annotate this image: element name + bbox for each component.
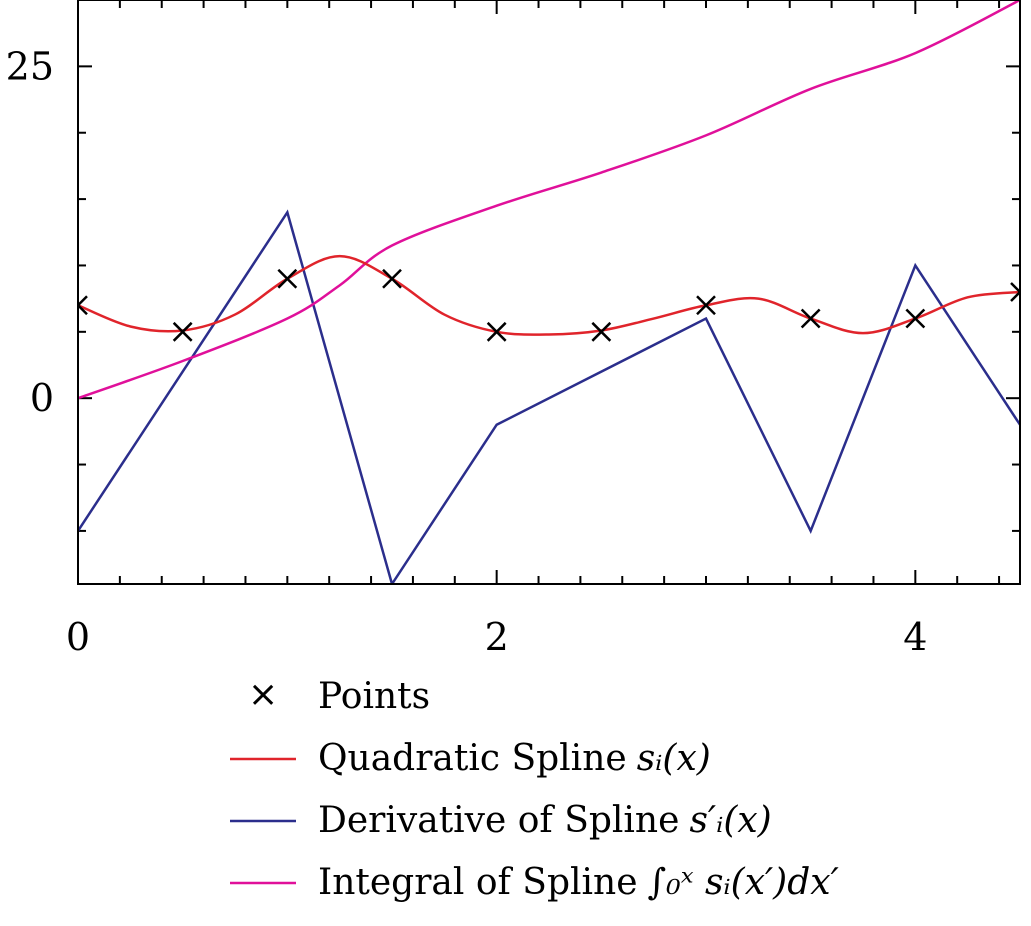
legend-math-quadratic: sᵢ(x): [636, 738, 711, 779]
data-point-marker: [277, 268, 298, 289]
data-point-marker: [905, 308, 926, 329]
legend-label-points: Points: [318, 676, 431, 717]
legend-math-integral: ∫₀ˣ sᵢ(x′)dx′: [647, 862, 839, 903]
legend-line-magenta: [230, 881, 296, 885]
data-point-marker: [382, 268, 402, 289]
series-layer: [78, 0, 1020, 584]
series-line-derivative-of-spline: [78, 209, 1020, 584]
chart-plot: 0 2 4 0 25: [6, 0, 1021, 659]
legend-math-derivative: s′ᵢ(x): [689, 800, 772, 841]
data-point-marker: [172, 321, 193, 342]
y-tick-label: 0: [30, 376, 54, 420]
tick-labels: 0 2 4 0 25: [6, 44, 928, 659]
legend-line-blue: [230, 819, 296, 823]
legend-label-integral: Integral of Spline: [318, 862, 638, 903]
data-point-marker: [800, 308, 821, 329]
plot-frame: [77, 0, 1021, 585]
x-tick-label: 0: [66, 615, 90, 659]
x-tick-label: 4: [903, 615, 927, 659]
data-point-marker: [486, 321, 507, 342]
y-tick-label: 25: [6, 44, 54, 88]
legend-line-red: [230, 757, 296, 761]
data-point-marker: [591, 321, 612, 342]
x-tick-label: 2: [485, 615, 509, 659]
series-line-integral-of-spline: [78, 0, 1020, 400]
ticks: [77, 0, 1020, 584]
data-point-marker: [78, 295, 88, 316]
legend-label-derivative: Derivative of Spline: [318, 800, 680, 841]
x-marker-icon: ×: [248, 674, 279, 715]
series-line-quadratic-spline: [78, 254, 1020, 336]
data-point-marker: [696, 295, 716, 316]
legend-label-quadratic: Quadratic Spline: [318, 738, 627, 779]
data-point-marker: [1010, 282, 1020, 302]
